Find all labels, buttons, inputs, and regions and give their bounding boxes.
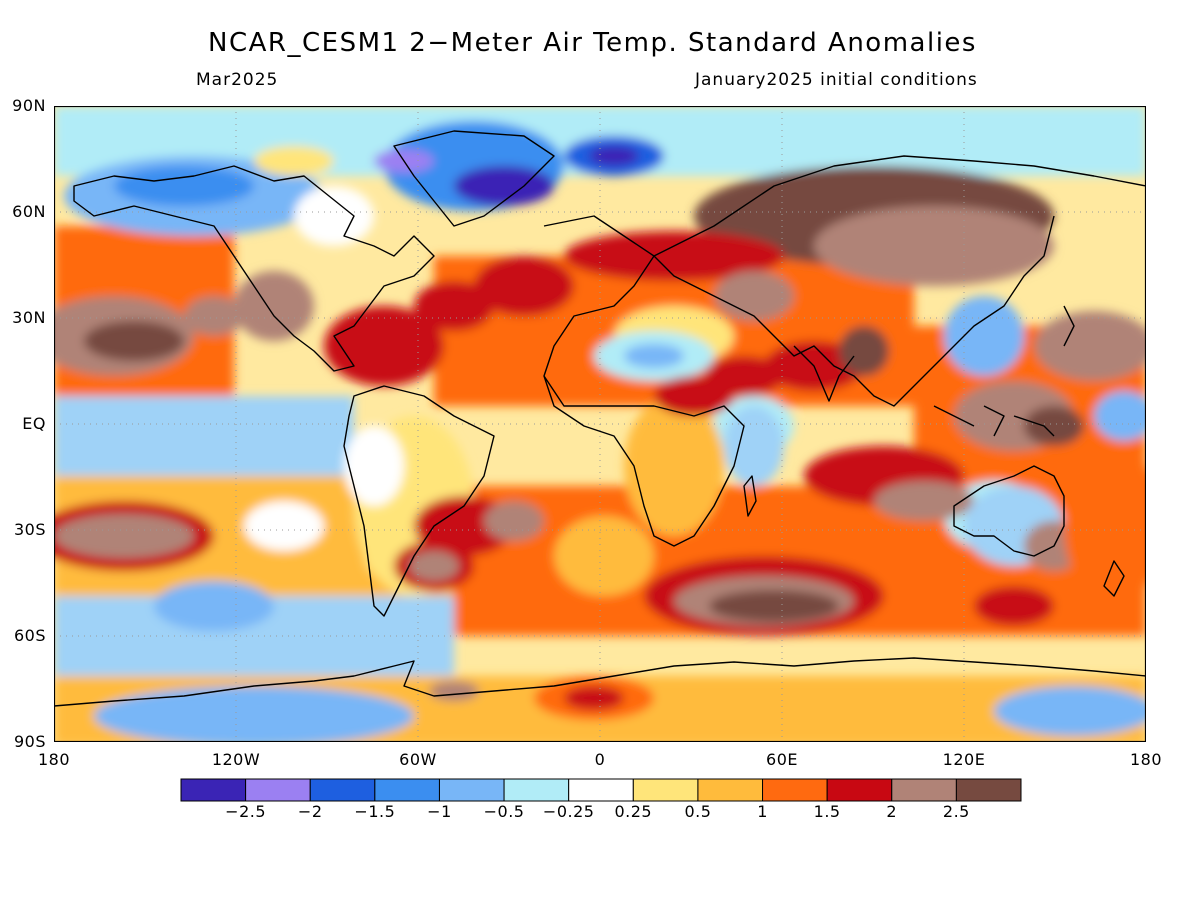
colorbar-swatch [374, 778, 440, 802]
colorbar-swatch [891, 778, 957, 802]
coast-antarctica [54, 657, 1146, 707]
colorbar [180, 778, 1022, 802]
colorbar-tick-label: −1 [427, 802, 452, 821]
initial-conditions-label: January2025 initial conditions [695, 70, 978, 90]
colorbar-swatch [826, 778, 893, 802]
colorbar-swatch [438, 778, 505, 802]
lat-label-30s: 30S [13, 520, 46, 539]
coast-india [793, 345, 855, 402]
colorbar-tick-label: 1.5 [813, 802, 841, 821]
colorbar-tick-label: −0.5 [483, 802, 525, 821]
lon-label-180e: 180 [1129, 750, 1163, 769]
lat-label-90s: 90S [13, 732, 46, 751]
colorbar-swatch [955, 778, 1022, 802]
colorbar-swatch [568, 778, 634, 802]
lon-label-60w: 60W [399, 750, 437, 769]
coast-japan [1063, 305, 1075, 347]
tropical-pacific-field [54, 396, 354, 476]
colorbar-tick-label: 2 [886, 802, 898, 821]
coast-greenland [393, 130, 555, 227]
colorbar-swatch [309, 778, 376, 802]
coast-south-america [343, 385, 495, 617]
colorbar-tick-label: −0.25 [542, 802, 595, 821]
map-frame [54, 106, 1146, 742]
lat-label-30n: 30N [12, 308, 46, 327]
colorbar-swatch [762, 778, 828, 802]
coast-indonesia [933, 405, 1055, 437]
coastlines [54, 130, 1146, 707]
lat-label-eq: EQ [22, 414, 46, 433]
colorbar-swatch [245, 778, 311, 802]
map-title: NCAR_CESM1 2−Meter Air Temp. Standard An… [208, 28, 977, 58]
coast-north-america [73, 165, 435, 372]
colorbar-swatch [503, 778, 570, 802]
anomaly-field [54, 106, 1146, 742]
coast-madagascar [743, 475, 757, 517]
lat-label-90n: 90N [12, 96, 46, 115]
colorbar-swatch [180, 778, 247, 802]
coast-asia [653, 155, 1146, 407]
lat-label-60s: 60S [13, 626, 46, 645]
colorbar-tick-label: 0.5 [684, 802, 712, 821]
grid-lines [54, 106, 1146, 742]
lat-label-60n: 60N [12, 202, 46, 221]
colorbar-tick-label: 1 [757, 802, 768, 821]
lon-label-120e: 120E [942, 750, 986, 769]
colorbar-swatch [632, 778, 699, 802]
colorbar-tick-label: −2.5 [225, 802, 267, 821]
anomaly-map [54, 106, 1146, 742]
coast-australia [953, 465, 1065, 557]
coast-africa-europe [543, 215, 745, 547]
lon-label-180w: 180 [37, 750, 71, 769]
colorbar-tick-label: −2 [297, 802, 323, 821]
colorbar-swatch [697, 778, 764, 802]
coast-new-zealand [1103, 560, 1125, 597]
colorbar-tick-label: 2.5 [942, 802, 970, 821]
forecast-month: Mar2025 [196, 70, 279, 90]
colorbar-tick-label: 0.25 [614, 802, 653, 821]
lon-label-60e: 60E [766, 750, 798, 769]
lon-label-120w: 120W [211, 750, 261, 769]
lon-label-0: 0 [594, 750, 606, 769]
colorbar-tick-label: −1.5 [354, 802, 396, 821]
